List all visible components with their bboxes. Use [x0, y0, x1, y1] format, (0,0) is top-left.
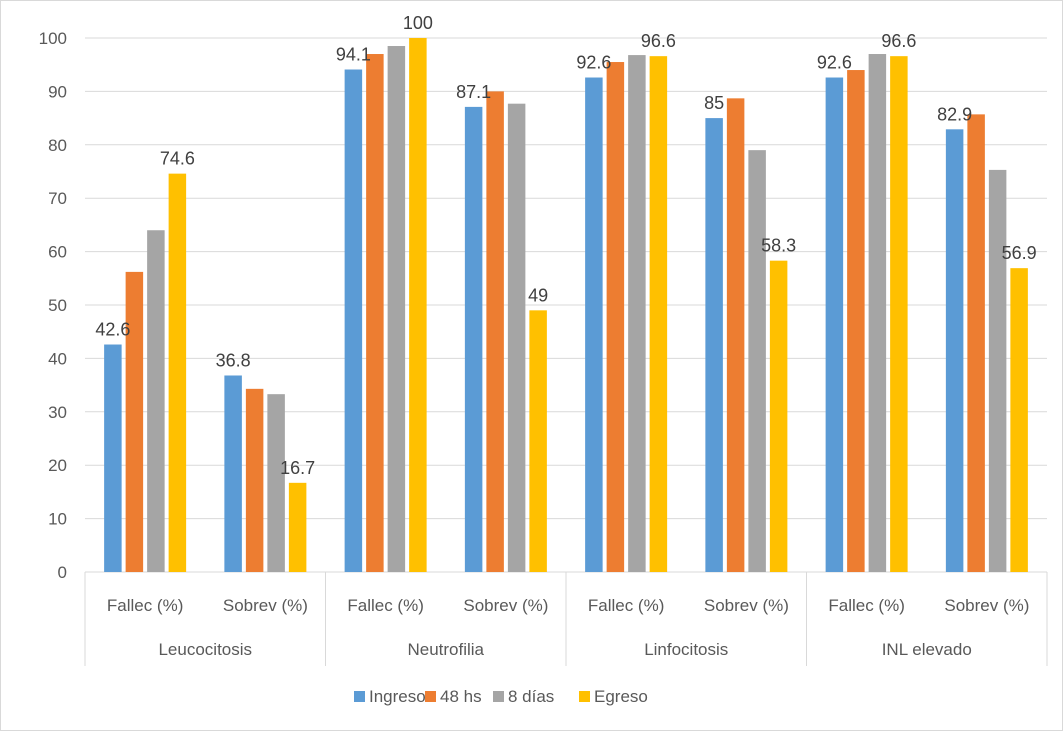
category-label: Sobrev (%)	[223, 596, 308, 615]
data-label: 92.6	[576, 53, 611, 73]
legend-swatch	[354, 691, 365, 702]
category-label: Fallec (%)	[588, 596, 665, 615]
y-tick-label: 60	[48, 243, 67, 262]
data-label: 100	[403, 13, 433, 33]
bar	[769, 260, 788, 572]
bar	[628, 55, 646, 572]
group-label: Linfocitosis	[644, 640, 728, 659]
y-tick-label: 40	[48, 349, 67, 368]
bar	[847, 70, 865, 572]
bar	[825, 77, 844, 573]
bar	[1010, 268, 1028, 572]
category-label: Sobrev (%)	[944, 596, 1029, 615]
bar	[890, 56, 908, 572]
bar	[649, 56, 668, 572]
bar	[988, 169, 1007, 572]
data-label: 82.9	[937, 104, 972, 124]
bar	[125, 271, 144, 572]
data-label: 42.6	[95, 320, 130, 340]
data-label: 96.6	[641, 31, 676, 51]
bar	[967, 114, 985, 572]
category-label: Sobrev (%)	[463, 596, 548, 615]
data-label: 74.6	[160, 149, 195, 169]
bar	[147, 230, 165, 573]
y-tick-label: 20	[48, 456, 67, 475]
data-label: 85	[704, 93, 724, 113]
legend-label: Ingreso	[369, 687, 426, 706]
bar	[344, 69, 363, 573]
bar	[486, 91, 504, 573]
data-label: 87.1	[456, 82, 491, 102]
y-tick-label: 50	[48, 296, 67, 315]
group-label: INL elevado	[882, 640, 972, 659]
y-tick-label: 0	[58, 563, 67, 582]
data-label: 96.6	[881, 31, 916, 51]
bar	[726, 98, 745, 572]
legend-label: Egreso	[594, 687, 648, 706]
legend-swatch	[579, 691, 590, 702]
data-label: 56.9	[1002, 243, 1037, 263]
legend-label: 8 días	[508, 687, 554, 706]
legend-label: 48 hs	[440, 687, 482, 706]
bar	[387, 46, 406, 572]
legend-swatch	[493, 691, 504, 702]
bar	[267, 394, 285, 572]
y-tick-label: 80	[48, 136, 67, 155]
data-label: 49	[528, 285, 548, 305]
y-tick-label: 100	[39, 29, 67, 48]
category-label: Fallec (%)	[107, 596, 184, 615]
bar	[409, 38, 427, 572]
category-label: Sobrev (%)	[704, 596, 789, 615]
bar	[868, 54, 887, 572]
bar	[366, 54, 384, 572]
bar	[288, 482, 307, 572]
group-label: Leucocitosis	[158, 640, 252, 659]
data-label: 92.6	[817, 53, 852, 73]
bar	[464, 106, 483, 573]
bar	[585, 77, 603, 573]
bar	[104, 344, 122, 572]
y-tick-label: 10	[48, 510, 67, 529]
bar	[224, 375, 242, 572]
bar	[748, 150, 766, 572]
y-tick-label: 90	[48, 82, 67, 101]
data-label: 58.3	[761, 236, 796, 256]
y-tick-label: 70	[48, 189, 67, 208]
bar	[606, 62, 625, 572]
bar	[529, 310, 547, 572]
bar	[245, 388, 264, 572]
data-label: 16.7	[280, 458, 315, 478]
category-label: Fallec (%)	[347, 596, 424, 615]
data-label: 36.8	[216, 350, 251, 370]
bar	[507, 103, 526, 572]
category-label: Fallec (%)	[828, 596, 905, 615]
bar	[945, 129, 964, 572]
y-tick-label: 30	[48, 403, 67, 422]
bar	[168, 173, 187, 573]
data-label: 94.1	[336, 45, 371, 65]
bar	[705, 118, 723, 572]
legend-swatch	[425, 691, 436, 702]
group-label: Neutrofilia	[407, 640, 484, 659]
